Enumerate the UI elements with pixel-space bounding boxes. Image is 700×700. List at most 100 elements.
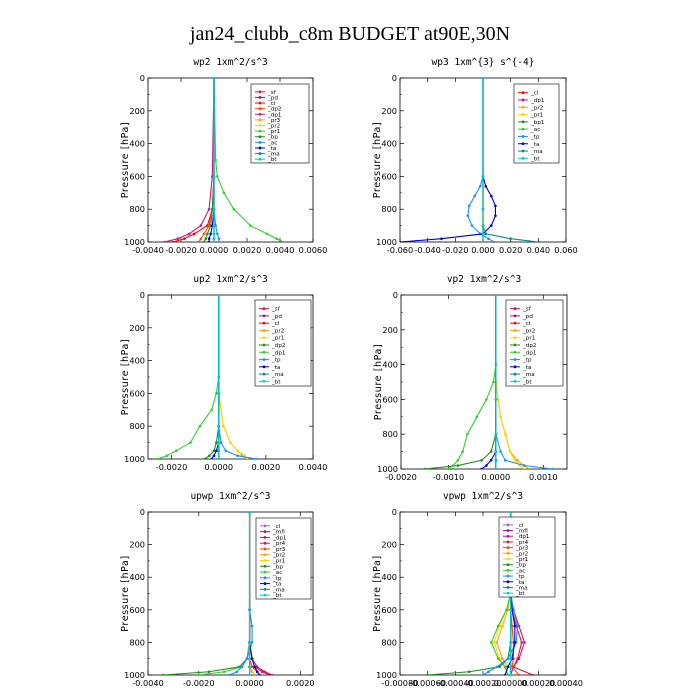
legend-marker-up2: [262, 321, 266, 325]
data-point-wp3-ta: [494, 214, 497, 218]
data-point-vpwp-bp: [498, 665, 501, 669]
legend-label-vpwp: _pr1: [515, 557, 529, 563]
legend-label-vpwp: _dp1: [515, 534, 530, 540]
panel-vpwp: vpwp 1xm^2/s^3 Pressure [hPa] 0 200 400 600 80…: [372, 491, 583, 688]
x-tick-label-upwp: -0.0040: [132, 678, 164, 688]
legend-label-vpwp: _bp: [515, 563, 526, 569]
data-point-vp2-dp2: [480, 459, 483, 462]
data-point-upwp-bt: [248, 641, 251, 644]
x-tick-label-vpwp: 0.00000: [494, 678, 528, 688]
data-point-vp2-bt: [494, 459, 498, 462]
data-point-vp2-pr1: [513, 459, 517, 462]
legend-label-vpwp: _cl: [515, 523, 524, 529]
data-point-vp2-dp2: [456, 464, 460, 467]
data-point-upwp-ta: [250, 657, 254, 660]
legend-marker-up2: [262, 329, 266, 332]
legend-marker-upwp: [263, 564, 267, 568]
data-point-wp2-dp1: [176, 237, 179, 241]
data-point-wp2-bt: [212, 237, 216, 241]
data-point-upwp-tp: [250, 641, 254, 644]
data-point-wp2-bt: [212, 207, 216, 211]
data-point-vp2-pr1: [496, 398, 500, 401]
y-tick-label-up2: 0: [140, 290, 145, 300]
legend-label-vpwp: _ta: [515, 580, 524, 586]
legend-label-wp3: _bt: [530, 156, 540, 162]
panel-upwp: upwp 1xm^2/s^3 Pressure [hPa] 0 200 400 600 80…: [120, 491, 315, 688]
legend-label-upwp: _cl: [272, 524, 281, 530]
legend-marker-upwp: [263, 536, 267, 539]
y-tick-label-wp2: 600: [129, 171, 145, 181]
data-point-vpwp-tp: [487, 670, 490, 674]
legend-marker-vpwp: [506, 568, 510, 572]
data-point-wp3-bt: [481, 78, 485, 80]
series-line-vp2-dp2: [424, 295, 497, 469]
panel-title-up2: up2 1xm^2/s^3: [193, 274, 267, 285]
legend-label-up2: _pr1: [271, 336, 285, 342]
legend-label-upwp: _bp: [272, 564, 283, 570]
legend-marker-wp2: [258, 107, 262, 111]
data-point-vpwp-bt: [509, 665, 512, 669]
series-group-wp3: [400, 78, 540, 242]
data-point-wp2-bt: [212, 240, 216, 242]
legend-label-upwp: _bt: [272, 593, 282, 599]
legend-label-vp2: _bt: [522, 379, 532, 385]
x-tick-label-vp2: 0.0010: [529, 472, 558, 482]
data-point-up2-bt: [217, 457, 221, 459]
data-point-wp3-ma: [537, 240, 540, 242]
data-point-upwp-ta: [255, 670, 259, 674]
series-line-up2-tp: [218, 295, 257, 459]
data-point-vpwp-ta: [503, 673, 507, 675]
y-tick-label-vpwp: 0: [392, 507, 397, 517]
data-point-wp2-pr1: [265, 232, 269, 236]
legend-label-up2: _cl: [271, 321, 280, 327]
data-point-wp2-cl: [171, 240, 175, 242]
legend-label-vpwp: _tp: [515, 574, 525, 580]
data-point-vp2-dp1: [485, 398, 488, 401]
legend-marker-wp2: [258, 118, 262, 122]
legend-marker-vpwp: [506, 523, 510, 527]
legend-marker-wp2: [258, 129, 262, 133]
legend-label-upwp: _dp1: [272, 535, 287, 541]
y-tick-label-up2: 600: [129, 388, 145, 398]
data-point-vpwp-pr2: [501, 624, 504, 628]
y-tick-label-upwp: 0: [140, 507, 145, 517]
legend-box-vp2: [505, 299, 564, 387]
panel-title-wp2: wp2 1xm^2/s^3: [193, 57, 267, 68]
y-tick-label-vp2: 800: [382, 429, 398, 439]
data-point-up2-dp2: [203, 457, 206, 459]
series-line-up2-dp2: [204, 295, 220, 459]
legend-label-upwp: _pr1: [272, 559, 286, 565]
legend-marker-wp3: [521, 149, 525, 153]
legend-marker-upwp: [263, 541, 267, 545]
data-point-upwp-ac: [222, 670, 226, 674]
data-point-vp2-dp2: [489, 450, 493, 453]
series-line-wp3-tp: [467, 78, 495, 242]
data-point-up2-dp2: [212, 449, 216, 453]
x-tick-label-wp3: 0.020: [499, 245, 522, 255]
data-point-up2-dp1: [210, 408, 213, 412]
legend-label-vp2: _dp1: [522, 350, 537, 356]
legend-label-upwp: _ta: [272, 582, 281, 588]
data-point-vpwp-ac: [496, 657, 500, 660]
data-point-vp2-bt: [494, 432, 498, 436]
data-point-wp3-tp: [467, 204, 471, 208]
data-point-wp3-ta: [484, 184, 488, 188]
x-tick-label-wp3: -0.020: [442, 245, 468, 255]
data-point-up2-tp: [224, 449, 228, 453]
data-point-vp2-pr2: [515, 459, 519, 462]
data-point-wp2-dp1: [199, 224, 203, 227]
series-line-vp2-dp1: [448, 295, 497, 469]
y-tick-label-wp2: 800: [129, 204, 145, 214]
data-point-up2-bt: [217, 441, 221, 444]
legend-marker-wp2: [258, 157, 262, 161]
y-axis-label-wp2: Pressure [hPa]: [120, 122, 131, 199]
data-point-wp3-ta: [400, 240, 402, 242]
legend-marker-vp2: [513, 336, 517, 340]
data-point-vp2-ta: [480, 467, 483, 469]
data-point-vpwp-ta: [513, 624, 517, 628]
data-point-upwp-tp: [240, 665, 244, 669]
data-point-vpwp-tp: [481, 673, 485, 675]
data-point-vpwp-bp: [467, 670, 471, 674]
data-point-vp2-tp: [523, 464, 526, 467]
legend-marker-upwp: [263, 553, 267, 557]
